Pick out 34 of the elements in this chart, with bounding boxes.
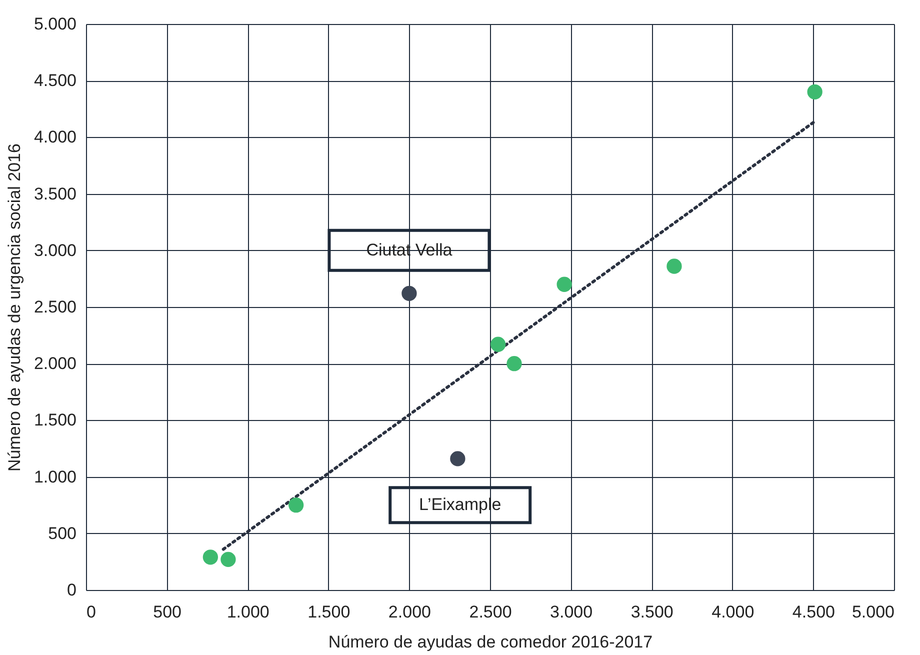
x-tick-label: 500 (153, 602, 182, 622)
x-tick-label: 3.500 (630, 602, 674, 622)
x-tick-label: 1.000 (226, 602, 270, 622)
point (202, 550, 218, 565)
y-tick-label: 3.500 (34, 184, 76, 204)
y-tick-label: 3.000 (34, 240, 76, 260)
y-tick-label: 1.000 (34, 467, 76, 486)
point (490, 336, 506, 352)
y-tick-label: 4.000 (34, 128, 76, 147)
x-tick-label: 5.000 (852, 602, 894, 622)
y-tick-label: 2.000 (34, 354, 76, 374)
x-tick-label: 1.500 (308, 602, 350, 622)
y-axis-title: Número de ayudas de urgencia social 2016 (4, 144, 24, 472)
y-tick-label: 4.500 (34, 71, 76, 90)
x-axis-title: Número de ayudas de comedor 2016-2017 (328, 632, 653, 652)
x-tick-label: 3.000 (550, 602, 593, 622)
point (402, 286, 417, 301)
point (666, 258, 682, 274)
y-tick-label: 1.500 (34, 410, 76, 430)
x-tick-label: 0 (86, 602, 96, 622)
x-tick-label: 2.500 (469, 602, 512, 622)
y-tick-label: 500 (48, 524, 76, 543)
point (450, 451, 466, 466)
y-tick-label: 5.000 (34, 14, 76, 34)
point (220, 552, 236, 568)
x-tick-label: 2.000 (388, 602, 431, 622)
y-tick-label: 0 (67, 580, 76, 600)
point (556, 276, 572, 292)
x-tick-label: 4.000 (712, 602, 754, 622)
x-tick-label: 4.500 (792, 602, 835, 622)
y-tick-label: 2.500 (34, 298, 76, 316)
point (506, 356, 522, 372)
point (807, 84, 822, 100)
point (288, 498, 304, 513)
